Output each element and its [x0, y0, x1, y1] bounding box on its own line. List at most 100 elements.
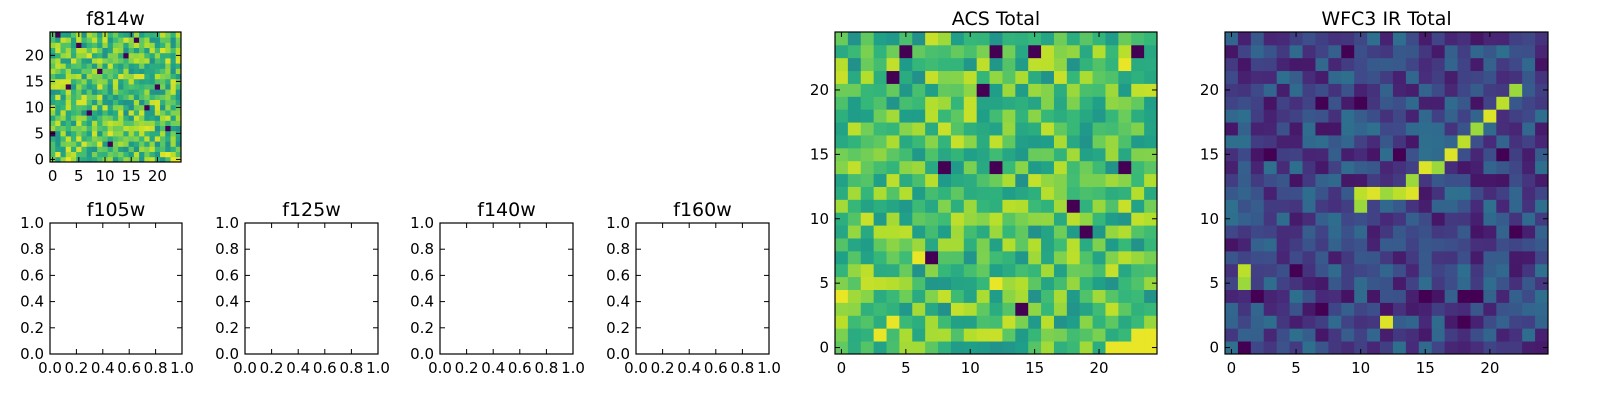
- heatmap-cell: [86, 63, 93, 69]
- heatmap-cell: [97, 58, 103, 64]
- heatmap-cell: [835, 44, 849, 59]
- heatmap-cell: [1092, 263, 1106, 278]
- heatmap-cell: [50, 146, 56, 152]
- heatmap-cell: [70, 89, 77, 95]
- heatmap-cell: [1028, 225, 1042, 239]
- heatmap-cell: [1079, 109, 1093, 123]
- heatmap-cell: [873, 32, 887, 46]
- heatmap-cell: [1002, 57, 1016, 72]
- heatmap-cell: [160, 130, 166, 137]
- heatmap-cell: [886, 289, 900, 303]
- heatmap-cell: [886, 341, 900, 355]
- heatmap-cell: [1444, 70, 1458, 84]
- heatmap-cell: [1483, 276, 1497, 290]
- heatmap-cell: [1002, 122, 1016, 136]
- heatmap-cell: [1392, 83, 1407, 97]
- heatmap-cell: [1144, 70, 1158, 84]
- heatmap-cell: [133, 94, 140, 100]
- heatmap-cell: [175, 125, 182, 132]
- heatmap-cell: [976, 57, 990, 72]
- heatmap-cell: [989, 302, 1003, 316]
- heatmap-cell: [886, 135, 900, 149]
- heatmap-cell: [1380, 186, 1394, 200]
- heatmap-cell: [835, 173, 849, 187]
- heatmap-cell: [149, 32, 156, 38]
- heatmap-cell: [144, 115, 150, 121]
- heatmap-cell: [81, 78, 88, 85]
- y-tick-label: 0: [34, 150, 44, 168]
- heatmap-cell: [165, 110, 171, 116]
- heatmap-cell: [1250, 212, 1265, 226]
- heatmap-cell: [1237, 147, 1252, 162]
- heatmap-cell: [1105, 302, 1119, 316]
- heatmap-cell: [1131, 57, 1145, 72]
- heatmap-cell: [1354, 83, 1368, 97]
- heatmap-cell: [989, 289, 1003, 303]
- heatmap-cell: [107, 32, 114, 38]
- heatmap-cell: [1405, 263, 1420, 278]
- heatmap-cell: [1354, 122, 1368, 136]
- heatmap-cell: [81, 89, 88, 95]
- heatmap-cell: [160, 94, 166, 100]
- heatmap-cell: [1237, 160, 1252, 175]
- heatmap-cell: [989, 135, 1003, 149]
- heatmap-cell: [112, 120, 119, 126]
- heatmap-cell: [1015, 83, 1029, 97]
- heatmap-cell: [154, 136, 161, 142]
- heatmap-cell: [91, 120, 98, 126]
- heatmap-cell: [1509, 57, 1523, 72]
- heatmap-cell: [1341, 328, 1355, 342]
- heatmap-cell: [1328, 315, 1342, 329]
- heatmap-cell: [1289, 199, 1303, 213]
- heatmap-cell: [1483, 160, 1497, 175]
- heatmap-cell: [1263, 225, 1278, 239]
- heatmap-cell: [81, 84, 88, 90]
- heatmap-cell: [1328, 225, 1342, 239]
- heatmap-cell: [873, 147, 887, 162]
- heatmap-cell: [1405, 276, 1420, 290]
- heatmap-cell: [1053, 276, 1068, 290]
- heatmap-cell: [1276, 122, 1290, 136]
- heatmap-cell: [1380, 83, 1394, 97]
- heatmap-cell: [925, 250, 939, 265]
- heatmap-cell: [1263, 173, 1278, 187]
- heatmap-cell: [873, 341, 887, 355]
- heatmap-cell: [1250, 225, 1265, 239]
- heatmap-cell: [1457, 109, 1471, 123]
- heatmap-cell: [886, 263, 900, 278]
- heatmap-cell: [139, 110, 145, 116]
- heatmap-cell: [873, 160, 887, 175]
- heatmap-cell: [1041, 32, 1055, 46]
- heatmap-cell: [1015, 186, 1029, 200]
- heatmap-cell: [1066, 302, 1081, 316]
- heatmap-cell: [1276, 44, 1290, 59]
- heatmap-cell: [1367, 225, 1381, 239]
- heatmap-cell: [65, 110, 72, 116]
- heatmap-cell: [1483, 32, 1497, 46]
- heatmap-cell: [97, 32, 103, 38]
- heatmap-cell: [925, 212, 939, 226]
- heatmap-cell: [1105, 341, 1119, 355]
- heatmap-cell: [1535, 160, 1549, 175]
- heatmap-cell: [886, 96, 900, 110]
- heatmap-cell: [154, 94, 161, 100]
- x-tick-label: 0.2: [64, 359, 88, 377]
- heatmap-cell: [1315, 341, 1329, 355]
- heatmap-cell: [1418, 238, 1433, 252]
- heatmap-cell: [950, 212, 965, 226]
- heatmap-cell: [1405, 302, 1420, 316]
- heatmap-cell: [1367, 341, 1381, 355]
- heatmap-cell: [989, 225, 1003, 239]
- heatmap-cell: [139, 94, 145, 100]
- heatmap-cell: [1328, 57, 1342, 72]
- heatmap-cell: [963, 32, 978, 46]
- heatmap-cell: [139, 52, 145, 59]
- heatmap-cell: [144, 58, 150, 64]
- heatmap-cell: [899, 276, 913, 290]
- heatmap-cell: [118, 151, 124, 158]
- heatmap-cell: [860, 328, 875, 342]
- heatmap-cell: [912, 44, 926, 59]
- heatmap-cell: [1470, 302, 1484, 316]
- heatmap-cell: [1509, 109, 1523, 123]
- heatmap-cell: [938, 199, 952, 213]
